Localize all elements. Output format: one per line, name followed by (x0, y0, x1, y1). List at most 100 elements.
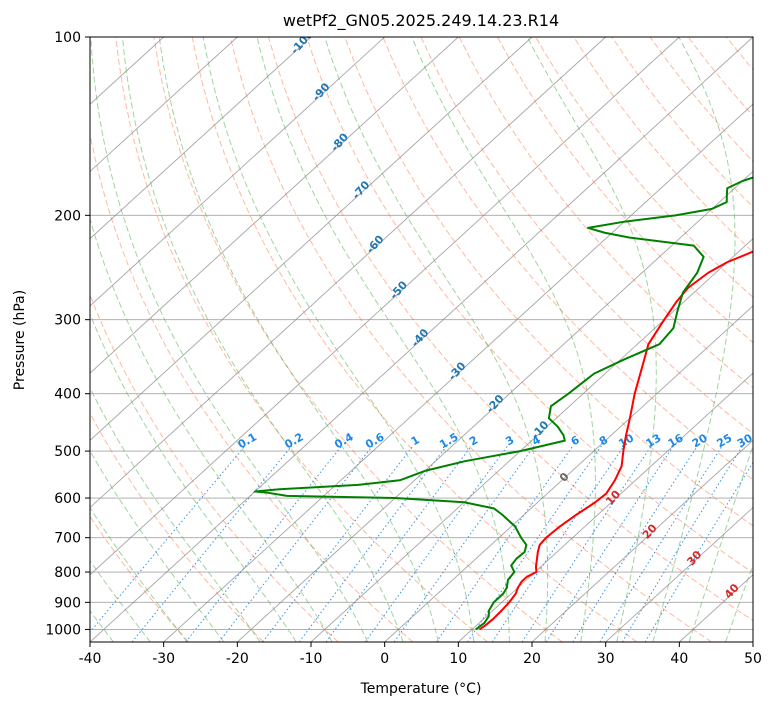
x-tick-label: 20 (523, 651, 541, 667)
mixing-ratio-label: 3 (503, 433, 516, 448)
dry-adiabat-line (90, 293, 339, 642)
y-axis-label: Pressure (hPa) (12, 290, 28, 390)
moist-adiabat-line (90, 37, 369, 642)
dry-adiabat-line (90, 412, 264, 642)
x-tick-label: 40 (670, 651, 688, 667)
dry-adiabat-line (306, 37, 753, 574)
moist-adiabat-line (90, 217, 333, 642)
mixing-ratio-line (599, 445, 723, 642)
moist-adiabat-line (90, 506, 188, 642)
isotherm-line (90, 37, 680, 576)
moist-adiabat-line (158, 37, 439, 642)
mixing-ratio-line (491, 445, 625, 642)
isotherm-line (237, 170, 753, 642)
isotherm-line (90, 37, 312, 240)
dewpoint-trace (253, 176, 753, 631)
dry-adiabat-line (573, 37, 753, 253)
mixing-ratio-label: 0.6 (363, 430, 387, 451)
moist-adiabat-line (90, 312, 297, 642)
isotherms (90, 37, 753, 642)
y-tick-label: 600 (54, 491, 81, 507)
dry-adiabats (90, 37, 753, 642)
x-tick-label: -40 (79, 651, 102, 667)
sounding-series (253, 176, 753, 631)
dry-adiabat-line (153, 37, 563, 642)
x-tick-label: -30 (152, 651, 175, 667)
mixing-ratio-line (325, 445, 472, 642)
dry-adiabat-line (115, 37, 488, 642)
isotherm-line (90, 37, 533, 441)
moist-adiabat-line (688, 443, 753, 642)
plot-area: 0.1 0.2 0.4 0.6 1 1.5 2 3 4 6 8 10 13 16 20 25 30 36-100-… (90, 37, 775, 642)
isobars (90, 37, 753, 630)
mixing-ratio-label: 6 (569, 433, 582, 448)
y-tick-label: 500 (54, 444, 81, 460)
dry-adiabat-line (687, 37, 753, 117)
warm-temperature-label: 30 (684, 548, 704, 568)
y-tick-label: 700 (54, 531, 81, 547)
y-tick-label: 1000 (45, 622, 81, 638)
saturation-temperature-label: -60 (364, 232, 387, 256)
moist-adiabats (90, 37, 753, 642)
mixing-ratio-label: 0.1 (236, 430, 259, 451)
mixing-ratio-label: 30 (735, 431, 755, 450)
x-tick-label: -20 (226, 651, 249, 667)
isotherm-line (163, 103, 753, 642)
moist-adiabat-line (324, 37, 549, 642)
moist-adiabat-line (90, 386, 261, 642)
isotherm-line (531, 439, 753, 642)
isotherm-line (90, 37, 385, 307)
mixing-ratio-line (436, 445, 574, 642)
isotherm-line (90, 37, 753, 642)
mixing-ratio-line (298, 445, 448, 642)
x-tick-label: 0 (380, 651, 389, 667)
moist-adiabat-line (90, 449, 225, 642)
y-tick-label: 400 (54, 387, 81, 403)
mixing-ratio-label: 16 (666, 431, 686, 450)
mixing-ratio-line (521, 445, 652, 642)
x-axis-ticks: -40 -30 -20 -10 0 10 20 30 40 50 (79, 642, 762, 667)
warm-temperature-label: 10 (603, 488, 623, 508)
warm-temperature-label: 40 (722, 581, 742, 601)
dry-adiabat-line (90, 515, 190, 642)
dry-adiabat-line (725, 37, 753, 71)
mixing-ratio-line (572, 445, 698, 642)
saturation-temperature-label: -40 (409, 326, 432, 350)
temperature-trace (478, 250, 753, 631)
mixing-ratio-label: 20 (690, 431, 710, 450)
isotherm-line (605, 506, 753, 642)
moist-adiabat-line (202, 37, 475, 642)
mixing-ratio-line (467, 445, 602, 642)
moist-adiabat-line (652, 37, 736, 642)
isotherm-line (90, 37, 459, 374)
warm-temperature-label: 20 (640, 521, 660, 541)
dry-adiabat-line (535, 37, 753, 298)
dry-adiabat-line (458, 37, 753, 389)
mixing-ratio-label: 0.4 (332, 430, 356, 451)
mixing-ratio-label: 36 (756, 431, 775, 450)
x-tick-label: 30 (597, 651, 615, 667)
y-tick-label: 300 (54, 313, 81, 329)
x-tick-label: 50 (744, 651, 762, 667)
isotherm-line (458, 372, 753, 642)
moist-adiabat-line (256, 37, 510, 642)
saturation-temperature-label: -50 (387, 278, 410, 302)
mixing-ratio-line (131, 445, 293, 642)
dry-adiabat-line (229, 37, 712, 642)
mixing-ratio-label: 1 (409, 433, 422, 448)
chart-title: wetPf2_GN05.2025.249.14.23.R14 (283, 11, 559, 31)
y-tick-label: 900 (54, 595, 81, 611)
dry-adiabat-line (90, 131, 414, 642)
moist-adiabat-line (411, 37, 596, 642)
y-tick-label: 100 (54, 30, 81, 46)
y-axis-ticks: 100 200 300 400 500 600 700 800 900 1000 (45, 30, 90, 638)
x-tick-label: 10 (449, 651, 467, 667)
mixing-ratio-lines (90, 445, 753, 642)
mixing-ratio-line (262, 445, 414, 642)
dry-adiabat-line (268, 37, 753, 622)
annotation-labels: 0.1 0.2 0.4 0.6 1 1.5 2 3 4 6 8 10 13 16 20 25 30 36-100-… (236, 37, 775, 601)
isotherm-line (384, 305, 753, 642)
mixing-ratio-label: 25 (715, 431, 735, 450)
plot-frame (89, 36, 754, 643)
